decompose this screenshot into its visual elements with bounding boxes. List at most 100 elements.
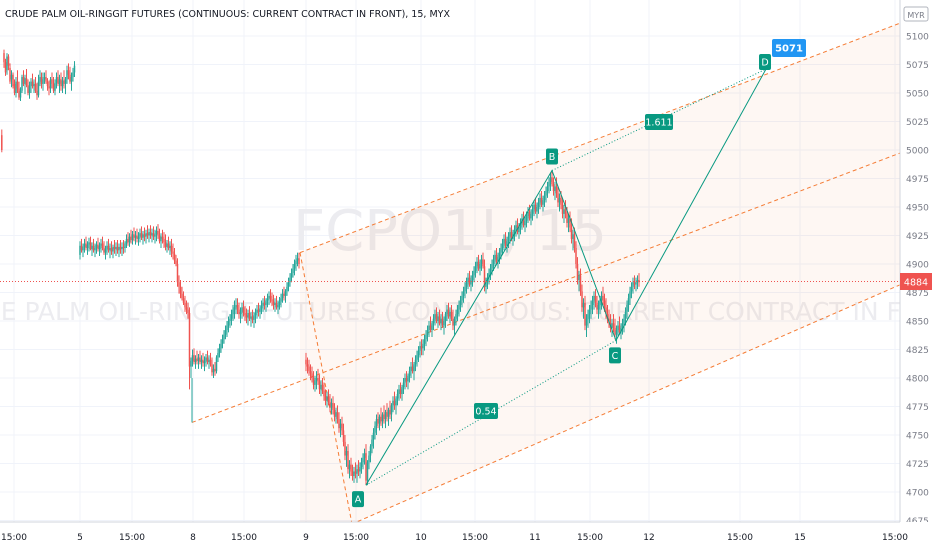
candle-body xyxy=(235,305,237,308)
candle-body xyxy=(107,245,110,251)
candle-body xyxy=(187,309,189,314)
time-axis-ticks: 15:00 5 15:00 8 15:00 9 15:00 10 15:00 11 15:00 12 1… xyxy=(1,533,908,543)
candle-body xyxy=(423,339,426,344)
candle-body xyxy=(266,298,269,301)
candle-body xyxy=(407,375,409,382)
harmonic-pattern[interactable]: 1.611 0.54 A B C D 5071 xyxy=(352,39,806,508)
candle-body xyxy=(136,235,138,239)
price-tick-label: 4900 xyxy=(906,261,929,271)
candle-body xyxy=(374,425,376,433)
candle-body xyxy=(239,311,242,315)
candle-body xyxy=(64,79,67,84)
candle-body xyxy=(530,213,532,219)
harmonic-point-b-badge[interactable] xyxy=(546,148,558,165)
candle-body xyxy=(241,307,243,312)
candle-body xyxy=(224,330,227,335)
ratio-ac-badge[interactable] xyxy=(474,403,498,419)
price-tick-label: 5050 xyxy=(906,90,929,100)
candle-body xyxy=(236,305,239,310)
candle-body xyxy=(603,300,606,308)
candle-body xyxy=(341,423,343,431)
candle-body xyxy=(143,234,146,237)
candle-body xyxy=(467,277,469,283)
channel-line-upper[interactable] xyxy=(299,10,932,254)
candle-body xyxy=(569,218,571,228)
price-tick-label: 4825 xyxy=(906,346,929,356)
candle-body xyxy=(585,318,588,326)
candle-body xyxy=(324,396,327,401)
target-price-badge[interactable] xyxy=(772,39,806,57)
channel-line-lower[interactable] xyxy=(299,270,932,548)
candle-body xyxy=(86,244,89,249)
candle-body xyxy=(338,419,340,429)
harmonic-point-a-badge[interactable] xyxy=(352,491,364,508)
candle-body xyxy=(100,243,102,246)
ratio-bd-badge[interactable] xyxy=(645,114,673,130)
candle-body xyxy=(315,378,318,381)
harmonic-point-b-label: B xyxy=(549,152,556,163)
candle-body xyxy=(220,343,222,349)
candle-body xyxy=(552,184,555,192)
candle-body xyxy=(33,83,35,87)
candle-body xyxy=(113,246,116,250)
harmonic-point-d-badge[interactable] xyxy=(759,54,771,71)
candle-body xyxy=(30,81,32,87)
candle-body xyxy=(369,446,372,456)
candle-body xyxy=(389,409,391,415)
candle-body xyxy=(271,299,273,302)
candle-body xyxy=(19,90,22,98)
candle-body xyxy=(206,357,209,363)
candle-body xyxy=(312,378,315,385)
candle-body xyxy=(116,246,119,251)
candle-body xyxy=(624,311,627,319)
candle-body xyxy=(599,300,601,306)
candle-body xyxy=(381,414,384,422)
candle-body xyxy=(522,218,525,226)
candle-body xyxy=(184,302,186,308)
candle-body xyxy=(447,309,450,317)
candle-body xyxy=(9,67,11,82)
candle-body xyxy=(194,358,197,363)
candle-body xyxy=(179,286,182,294)
candle-body xyxy=(63,80,65,84)
candle-body xyxy=(591,300,594,306)
candle-body xyxy=(52,83,55,91)
candle-body xyxy=(620,327,622,333)
harmonic-legs[interactable] xyxy=(365,68,767,486)
candle-body xyxy=(551,177,553,185)
candle-body xyxy=(495,254,498,262)
candle-body xyxy=(353,471,355,477)
parallel-channel[interactable] xyxy=(191,10,932,548)
harmonic-point-c-badge[interactable] xyxy=(609,347,621,364)
candle-body xyxy=(227,321,230,326)
candle-body xyxy=(600,295,603,301)
candle-body xyxy=(73,65,76,73)
candle-body xyxy=(588,309,591,315)
candle-body xyxy=(95,244,98,249)
candle-body xyxy=(175,260,177,264)
harmonic-ratio-bd xyxy=(551,68,767,171)
candle-body xyxy=(122,246,125,249)
price-tick-label: 5025 xyxy=(906,118,929,128)
time-tick-label: 12 xyxy=(643,533,654,543)
candle-body xyxy=(509,232,511,237)
candle-body xyxy=(181,293,183,299)
price-axis[interactable] xyxy=(900,0,932,522)
candle-body xyxy=(621,323,624,328)
candle-body xyxy=(247,313,249,318)
candle-body xyxy=(42,79,44,84)
candle-body xyxy=(286,286,288,292)
candle-body xyxy=(414,359,417,365)
currency-badge[interactable] xyxy=(903,6,929,22)
candle-body xyxy=(298,258,300,264)
candle-body xyxy=(260,306,263,309)
candle-body xyxy=(91,245,93,250)
candle-body xyxy=(256,309,258,314)
candle-body xyxy=(200,359,203,363)
candle-body xyxy=(372,432,375,440)
time-tick-label: 9 xyxy=(303,533,309,543)
time-axis[interactable] xyxy=(0,522,932,550)
candle-body xyxy=(563,209,565,214)
candle-body xyxy=(452,318,454,326)
